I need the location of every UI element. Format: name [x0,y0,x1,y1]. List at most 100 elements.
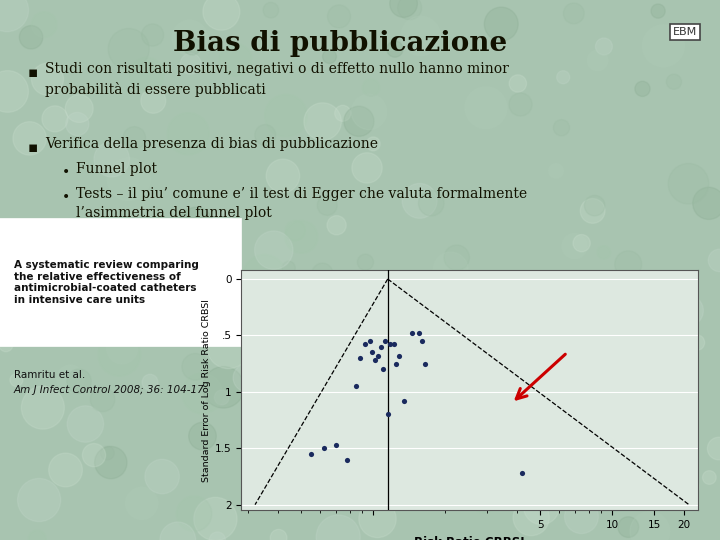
Circle shape [32,63,63,95]
Circle shape [90,387,114,411]
Circle shape [554,120,570,136]
Circle shape [285,220,318,253]
Point [406,329,418,338]
Circle shape [316,461,359,504]
Circle shape [494,346,521,373]
Circle shape [397,0,422,19]
Circle shape [666,74,682,89]
Circle shape [32,12,57,37]
Circle shape [404,369,432,398]
Circle shape [635,81,650,97]
Circle shape [582,296,624,338]
Circle shape [631,277,658,303]
Text: Ramritu et al.: Ramritu et al. [14,370,85,380]
Circle shape [0,300,19,327]
Circle shape [549,345,577,374]
Point [377,365,389,374]
Circle shape [523,464,557,498]
Circle shape [96,322,118,345]
Circle shape [557,71,570,84]
Circle shape [708,249,720,272]
Circle shape [182,373,222,414]
Circle shape [94,237,118,261]
Circle shape [215,390,229,405]
Circle shape [178,278,220,320]
Circle shape [304,463,325,483]
Circle shape [67,369,91,394]
Circle shape [340,435,376,471]
Text: Am J Infect Control 2008; 36: 104-17: Am J Infect Control 2008; 36: 104-17 [14,385,204,395]
Circle shape [316,515,360,540]
Circle shape [180,53,201,74]
Circle shape [578,358,591,371]
Circle shape [220,44,252,76]
Text: EBM: EBM [673,27,697,37]
Circle shape [176,253,210,287]
Circle shape [672,295,703,326]
Circle shape [689,335,705,350]
Circle shape [543,389,577,423]
Circle shape [194,497,237,540]
Circle shape [523,489,559,525]
Circle shape [255,125,276,145]
Circle shape [575,463,606,495]
Circle shape [28,530,46,540]
Circle shape [418,368,451,401]
Point [354,354,366,362]
Circle shape [0,338,13,352]
Circle shape [351,94,387,130]
Circle shape [588,50,608,71]
Circle shape [318,195,337,215]
Circle shape [433,252,468,287]
Circle shape [377,280,410,314]
Circle shape [545,402,567,424]
Point [366,348,378,357]
Circle shape [377,396,403,422]
Point [318,444,330,453]
Circle shape [651,4,665,18]
Circle shape [107,333,138,364]
Circle shape [0,71,29,112]
Circle shape [202,367,244,408]
Point [330,441,342,449]
Circle shape [266,159,300,193]
Circle shape [210,532,225,540]
Circle shape [212,210,232,230]
Circle shape [13,122,46,155]
Circle shape [509,75,526,92]
Circle shape [304,103,341,140]
Circle shape [207,326,250,369]
Circle shape [17,478,60,522]
Circle shape [335,105,351,122]
Point [369,356,381,364]
Point [379,337,391,346]
Circle shape [270,529,287,540]
Circle shape [116,244,145,273]
Text: Studi con risultati positivi, negativi o di effetto nullo hanno minor
probabilit: Studi con risultati positivi, negativi o… [45,62,509,97]
Circle shape [0,272,14,293]
Text: ▪: ▪ [28,140,38,155]
Circle shape [49,453,82,487]
Circle shape [184,38,201,55]
Point [391,359,402,368]
Circle shape [549,164,563,178]
Circle shape [189,422,216,450]
Circle shape [130,57,164,92]
Circle shape [668,461,688,481]
Circle shape [595,38,613,55]
Circle shape [10,374,23,387]
Circle shape [606,349,644,387]
Circle shape [462,284,499,321]
Circle shape [472,490,496,513]
Circle shape [498,296,539,338]
Circle shape [465,87,507,129]
Circle shape [268,338,286,356]
Circle shape [703,471,716,484]
Circle shape [176,496,212,531]
Circle shape [352,153,382,183]
Circle shape [357,254,374,270]
Circle shape [580,199,605,224]
Circle shape [567,446,580,459]
Text: Verifica della presenza di bias di pubblicazione: Verifica della presenza di bias di pubbl… [45,137,378,151]
Circle shape [87,281,120,315]
